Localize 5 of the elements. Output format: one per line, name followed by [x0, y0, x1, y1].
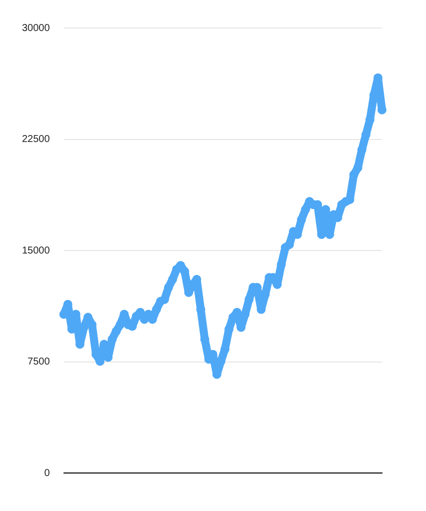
- y-tick-label: 22500: [22, 134, 50, 145]
- y-tick-label: 7500: [28, 356, 50, 368]
- y-tick-label: 0: [44, 468, 50, 479]
- y-tick-label: 15000: [22, 245, 50, 256]
- y-tick-label: 30000: [22, 22, 50, 34]
